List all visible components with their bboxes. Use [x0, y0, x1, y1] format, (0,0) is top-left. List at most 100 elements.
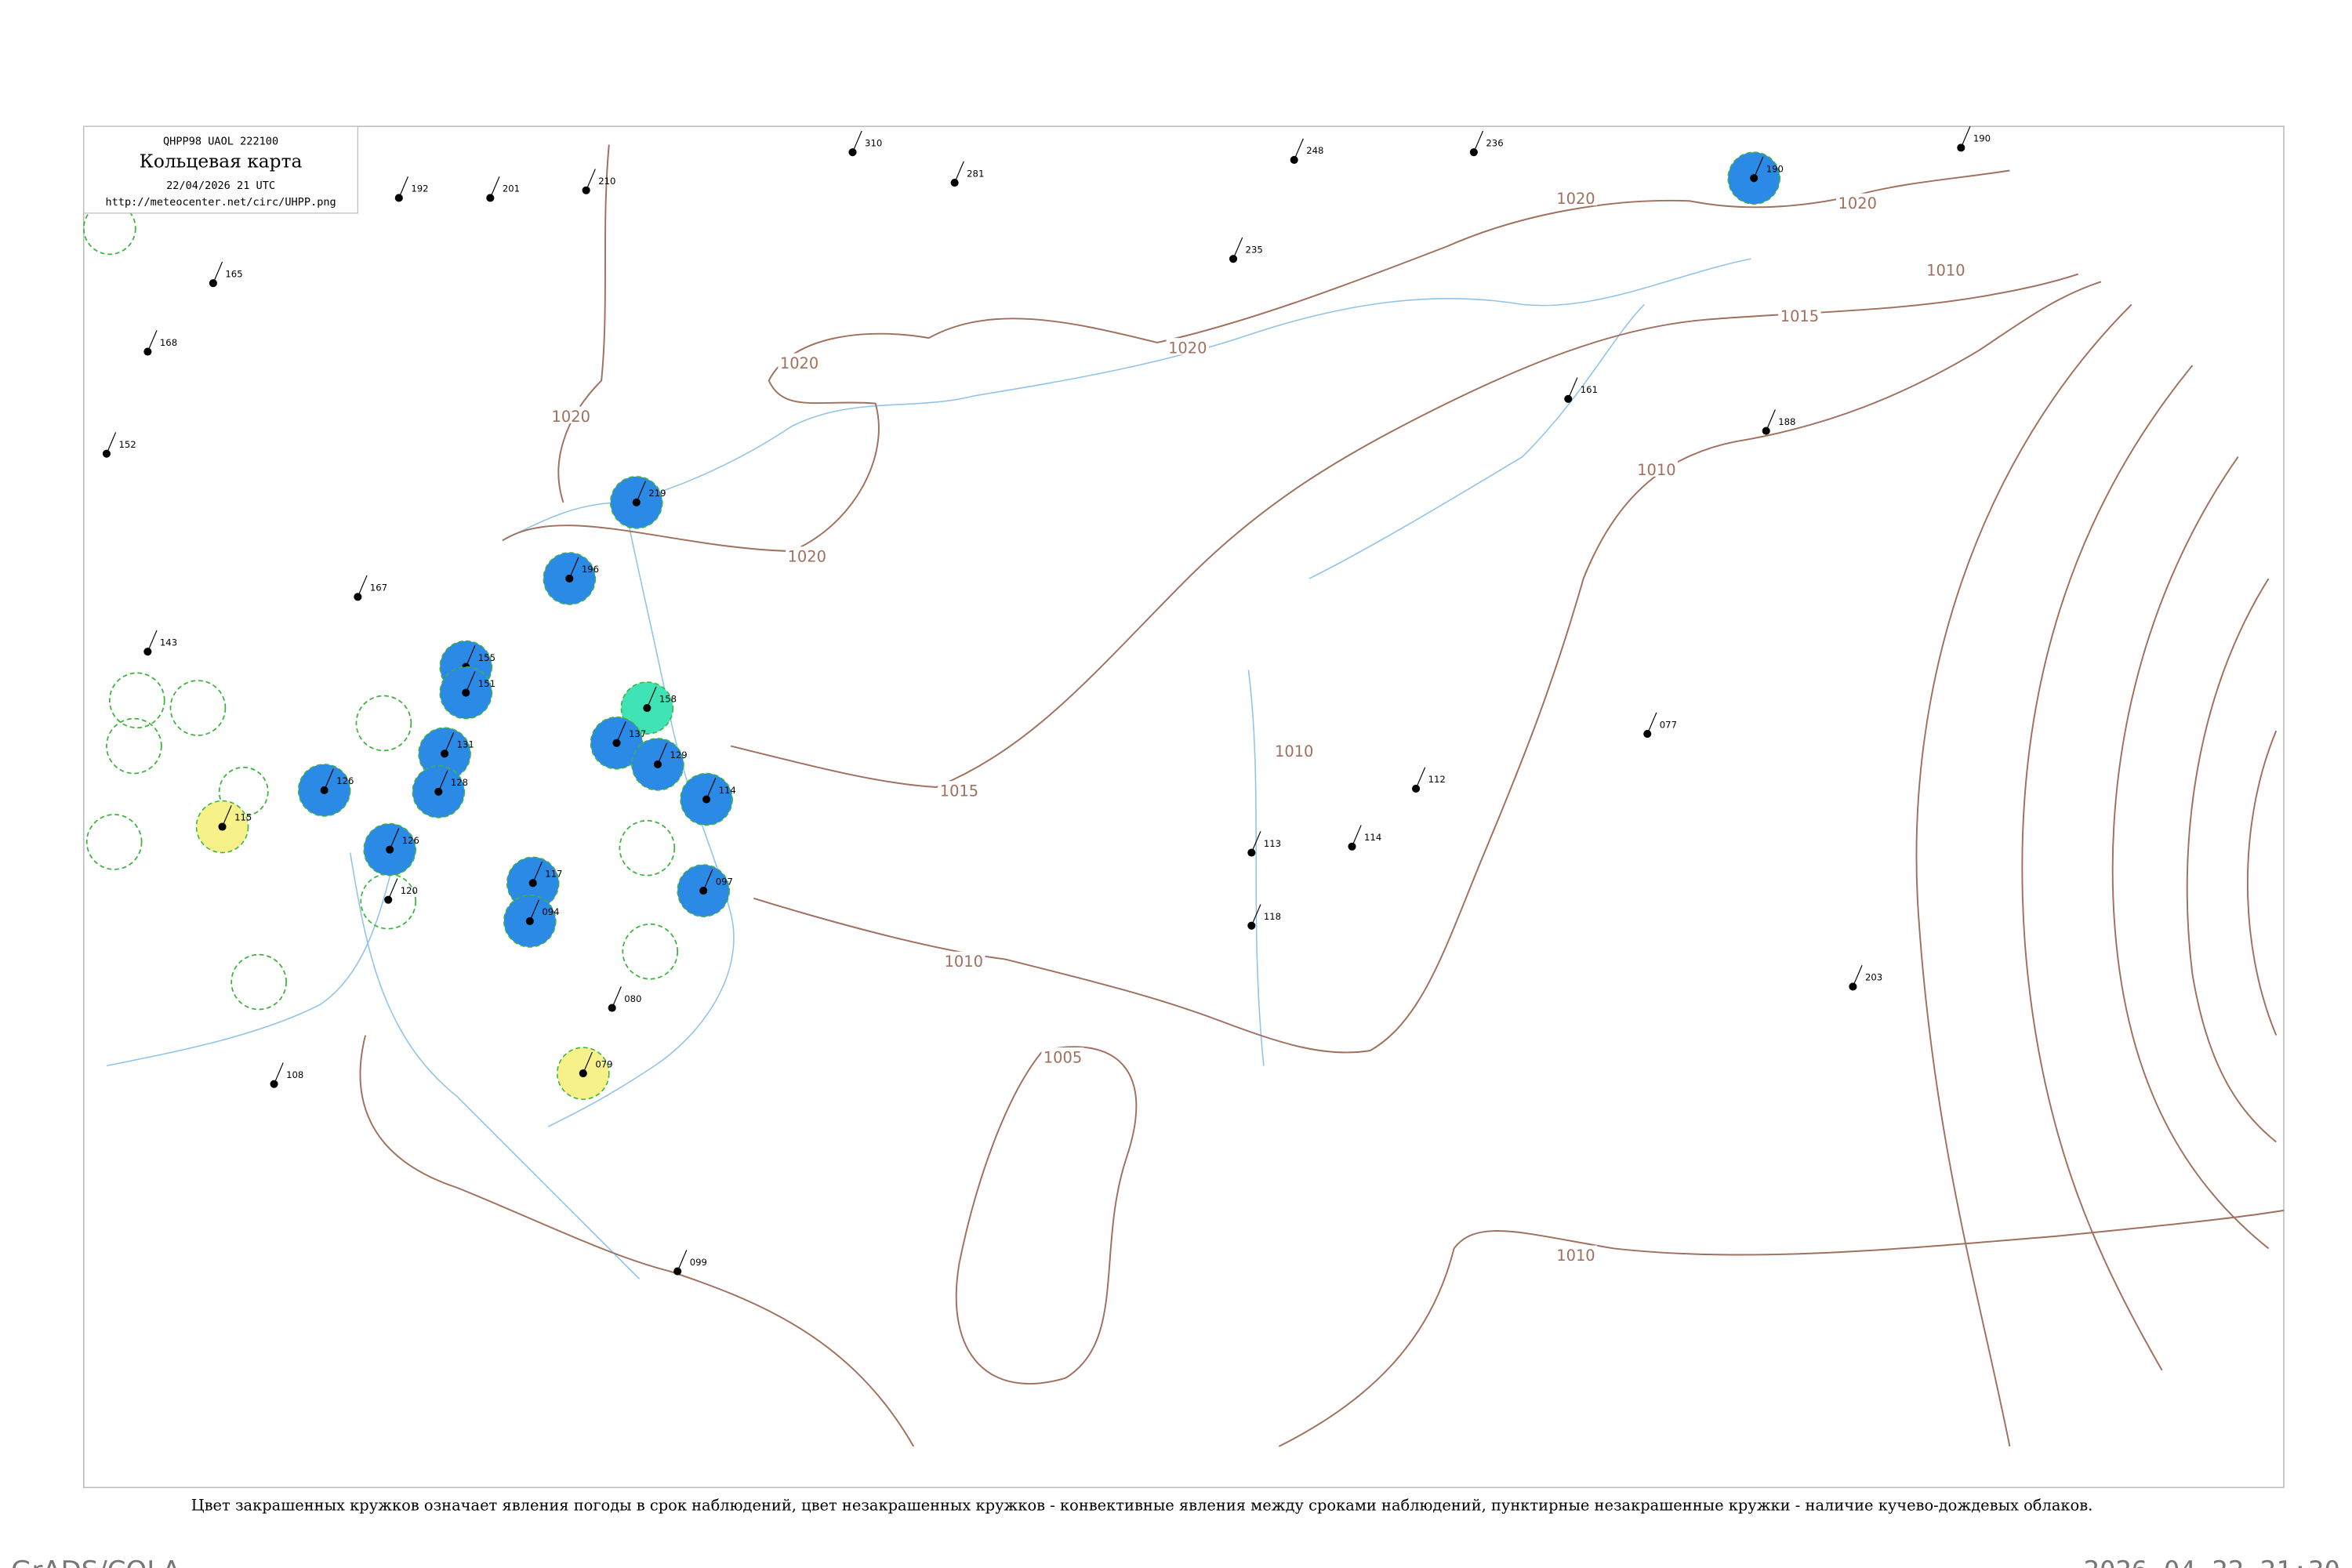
station-pressure: 114 — [719, 785, 736, 796]
isobar-label: 1010 — [1275, 742, 1313, 760]
station-pressure: 099 — [690, 1257, 707, 1268]
isobar-label: 1010 — [1637, 461, 1675, 479]
station-pressure: 236 — [1486, 137, 1503, 148]
isobar-label-bg — [1272, 741, 1316, 759]
wind-barb — [212, 261, 223, 284]
station-pressure: 235 — [1246, 244, 1263, 255]
station-pressure: 128 — [451, 777, 468, 788]
station-dot — [1469, 148, 1478, 157]
header-datetime: 22/04/2026 21 UTC — [166, 180, 275, 192]
station-dot — [441, 750, 449, 758]
station-pressure: 126 — [336, 775, 354, 786]
station-pressure: 190 — [1973, 133, 1991, 144]
wind-barb — [357, 575, 368, 597]
station-pressure: 080 — [624, 993, 641, 1004]
isobar-label-bg — [1166, 338, 1209, 355]
station-dot — [632, 498, 641, 506]
isobar-label: 1020 — [780, 354, 818, 372]
station-dot — [1247, 848, 1256, 857]
station-dot — [848, 148, 857, 157]
isobar-label: 1020 — [552, 408, 590, 426]
isobar-label: 1020 — [1556, 190, 1595, 208]
wind-barb — [1232, 237, 1243, 260]
map-layer: QHPP98 UAOL 222100 Кольцевая карта 22/04… — [82, 125, 2285, 1514]
isobar-label-bg — [1924, 260, 1968, 278]
station-pressure: 117 — [545, 869, 562, 880]
station-pressure: 143 — [160, 637, 177, 648]
wind-barb — [437, 770, 448, 793]
station-pressure: 129 — [670, 750, 687, 760]
station-pressure: 118 — [1264, 911, 1281, 922]
station-dot — [579, 1069, 587, 1078]
station-dot — [643, 703, 652, 713]
isobar-label: 1005 — [1044, 1049, 1082, 1067]
wind-barb — [1766, 409, 1776, 431]
station-pressure: 126 — [402, 835, 419, 846]
isobar-label-bg — [1778, 306, 1821, 323]
station-pressure: 188 — [1778, 416, 1795, 427]
wind-barb — [851, 130, 862, 153]
station-pressure: 219 — [648, 488, 666, 499]
coastlines — [106, 258, 1751, 1279]
wind-barb — [677, 1250, 688, 1272]
station-pressure: 131 — [457, 739, 474, 750]
isobar-label: 1010 — [1926, 262, 1965, 280]
wind-barb — [702, 869, 713, 891]
station-pressure: 097 — [716, 876, 733, 887]
wind-barb — [147, 630, 158, 652]
station-pressure: 114 — [1364, 832, 1381, 843]
station-pressure: 113 — [1264, 838, 1281, 849]
wind-barb — [465, 645, 476, 667]
station-pressure: 151 — [478, 678, 495, 689]
station-dot — [653, 760, 662, 768]
header-code: QHPP98 UAOL 222100 — [163, 135, 278, 147]
station-pressure: 112 — [1428, 774, 1446, 785]
wind-barb — [1415, 767, 1426, 789]
station-pressure: 192 — [411, 183, 428, 194]
station-pressure: 165 — [225, 268, 242, 279]
isobar-label-bg — [786, 546, 829, 564]
wind-barb — [615, 721, 626, 743]
footer-note: Цвет закрашенных кружков означает явлени… — [191, 1496, 2093, 1514]
station-pressure: 167 — [370, 582, 387, 593]
wind-barb — [1294, 138, 1304, 161]
isobar-label-bg — [1836, 193, 1879, 210]
wind-barb — [106, 432, 117, 454]
wind-barb — [706, 778, 717, 800]
wind-barb — [147, 330, 158, 352]
wind-barb — [324, 768, 334, 791]
wind-barb — [1250, 831, 1261, 853]
cb-rings — [82, 201, 679, 1011]
isobar-label-bg — [942, 951, 985, 969]
wind-barb — [636, 481, 646, 503]
wind-barb — [586, 169, 596, 191]
wind-barb — [444, 731, 455, 754]
isobar-label-bg — [778, 353, 821, 370]
header-title: Кольцевая карта — [140, 151, 303, 172]
station-pressure: 310 — [865, 137, 882, 148]
wind-barb — [465, 671, 476, 693]
wind-barb — [1852, 964, 1863, 987]
wind-barb — [221, 805, 232, 827]
wind-barb — [1646, 712, 1657, 735]
station-pressure: 137 — [629, 728, 646, 739]
station-pressure: 120 — [401, 885, 418, 896]
station-pressure: 248 — [1306, 145, 1323, 156]
isobar-label-bg — [1554, 1245, 1598, 1262]
station-dot — [528, 879, 537, 887]
wind-barb — [954, 161, 964, 183]
isobars — [359, 144, 2285, 1447]
header-box: QHPP98 UAOL 222100 Кольцевая карта 22/04… — [83, 125, 358, 214]
isobar-label: 1015 — [1780, 307, 1819, 325]
station-dot — [434, 787, 443, 796]
wind-barb — [657, 742, 668, 765]
station-pressure: 158 — [659, 693, 677, 704]
wind-barb — [612, 986, 622, 1008]
station-pressure: 210 — [598, 176, 615, 187]
station-pressure: 190 — [1766, 163, 1784, 174]
wind-barb — [1753, 156, 1764, 179]
wind-barb — [274, 1062, 284, 1084]
wind-barb — [568, 557, 579, 579]
station-pressure: 115 — [234, 812, 252, 823]
station-dot — [218, 822, 227, 831]
